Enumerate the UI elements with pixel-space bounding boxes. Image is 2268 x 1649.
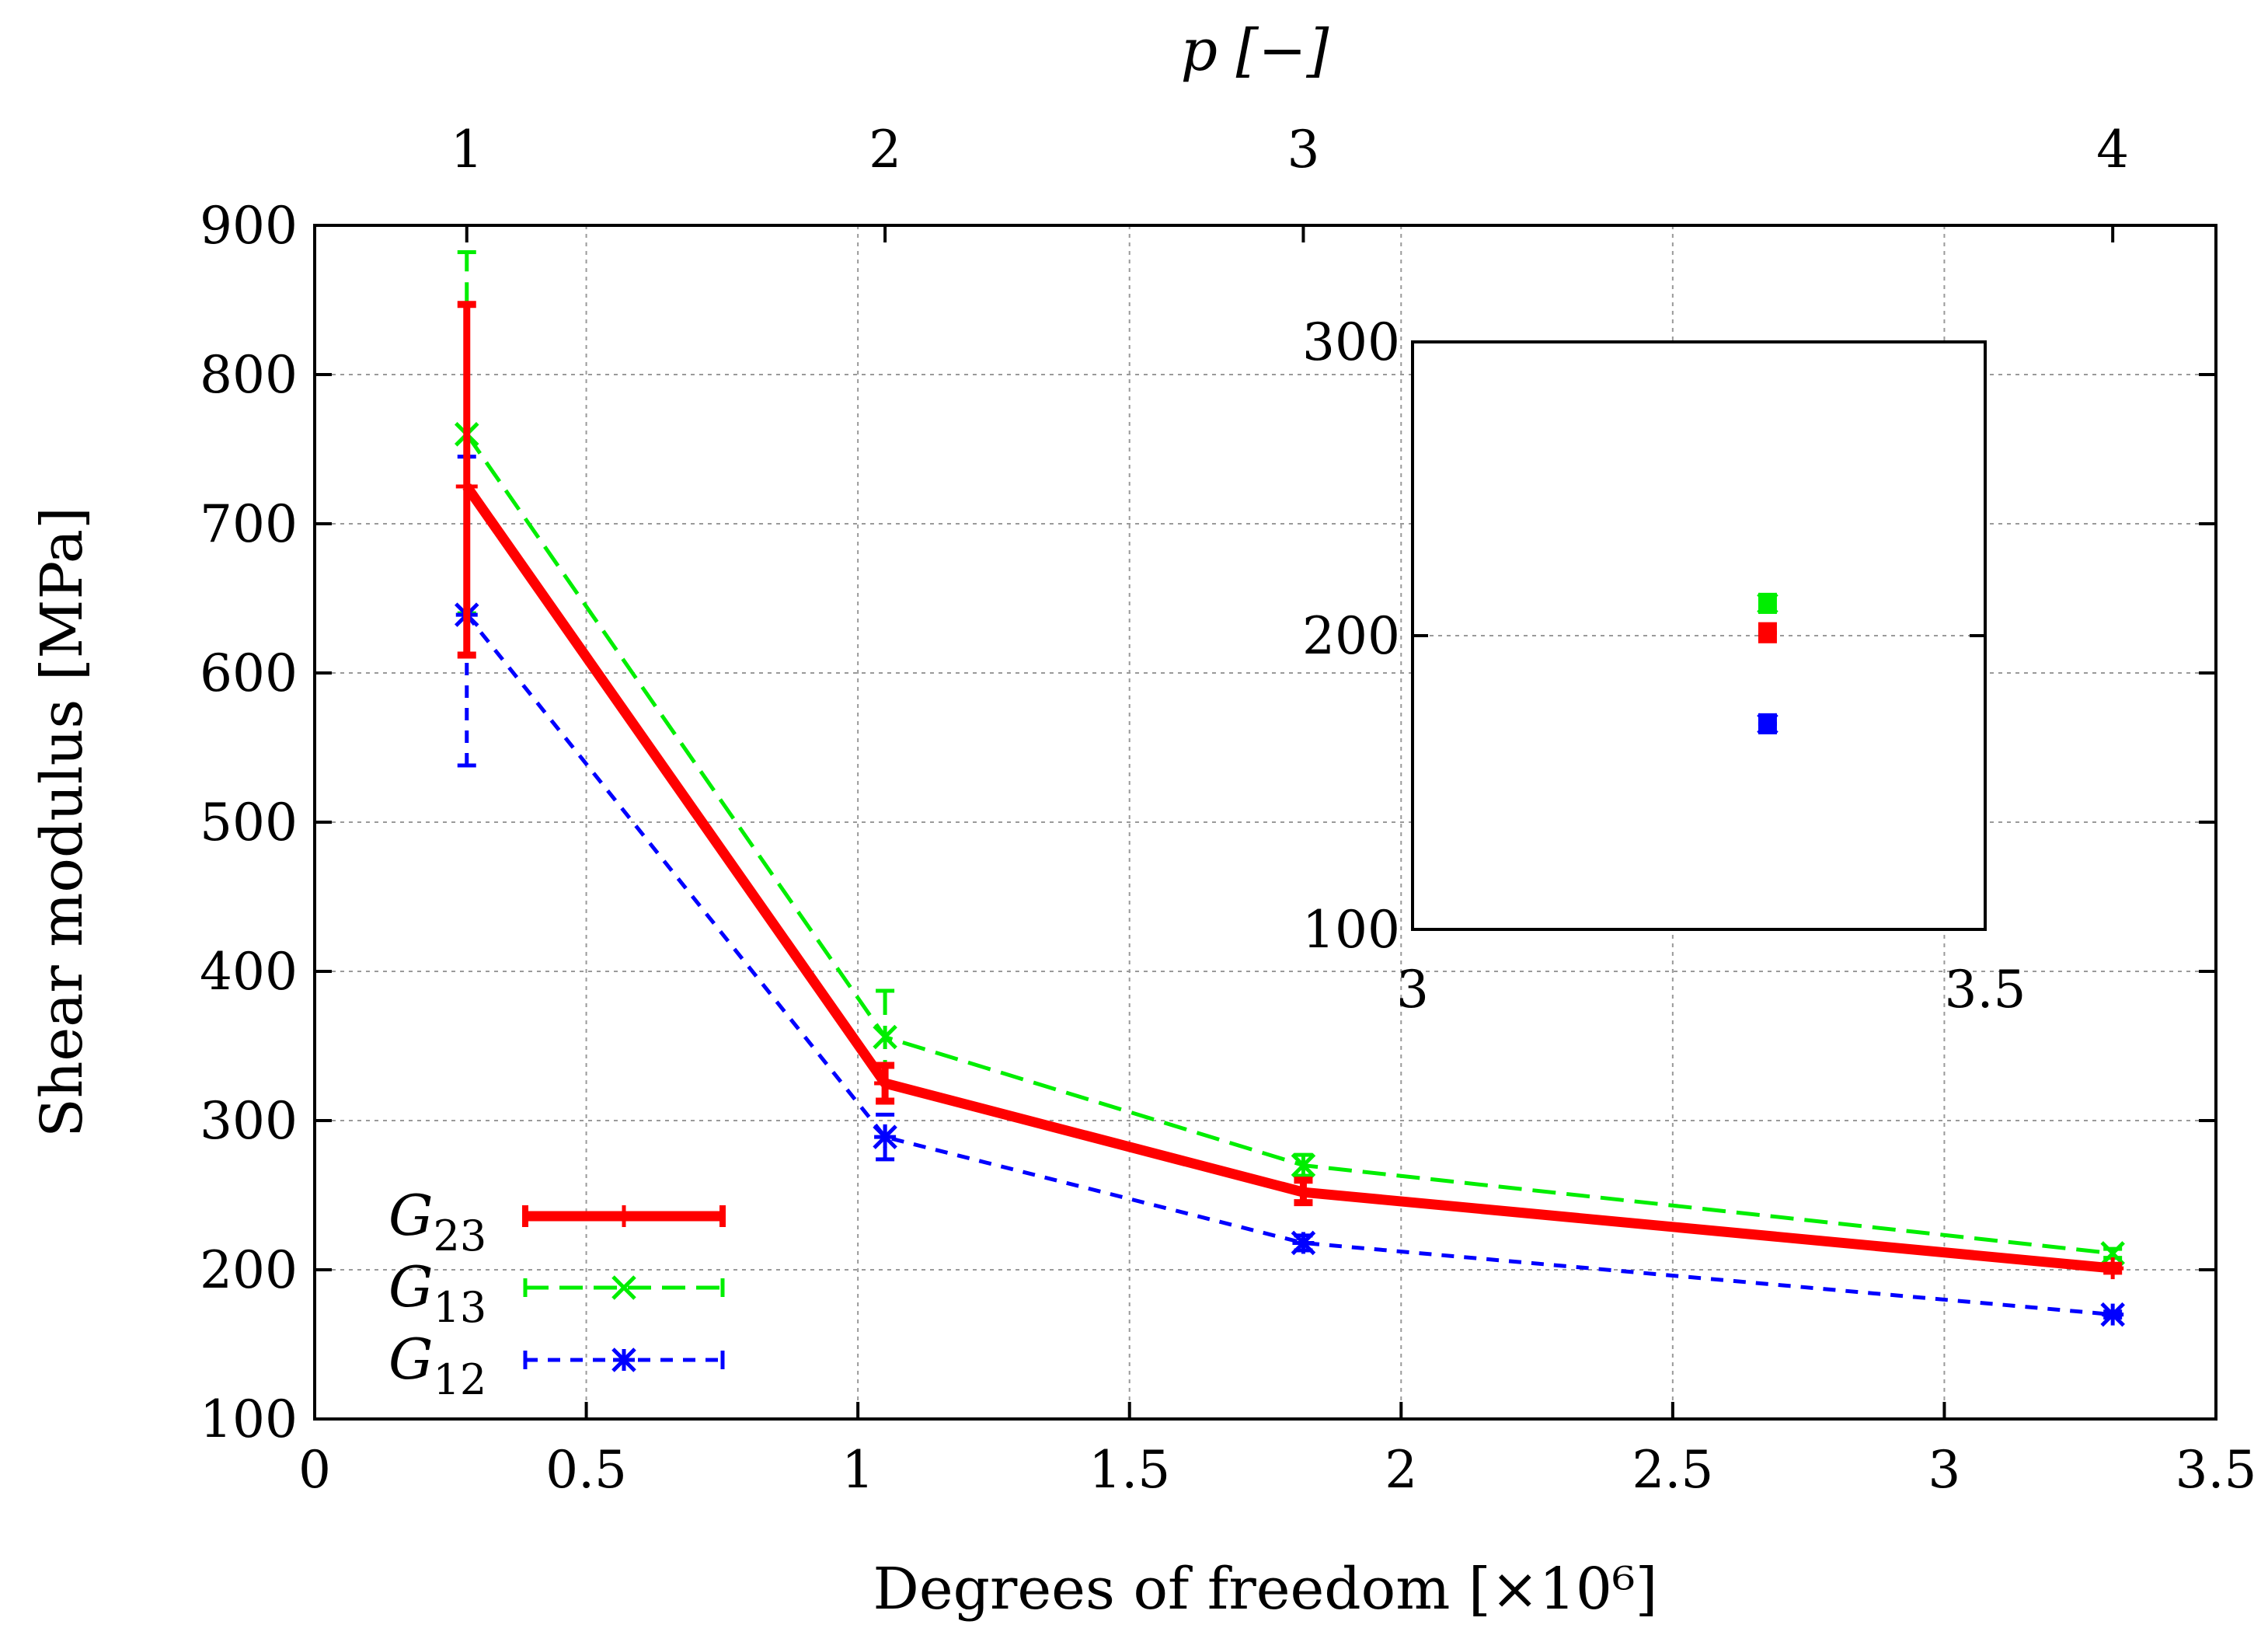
y-tick-label: 300 [200, 1091, 298, 1151]
x-tick-label: 0 [298, 1440, 331, 1500]
top-tick-label: 3 [1287, 120, 1319, 180]
y-tick-label: 500 [200, 793, 298, 852]
point-marker [455, 476, 478, 497]
inset-frame [1411, 340, 1987, 931]
legend-entry-G13: G13 [388, 1254, 725, 1332]
y-tick-label: 900 [200, 196, 298, 256]
x-tick-label: 1.5 [1089, 1440, 1170, 1500]
x-tick-label: 3 [1928, 1440, 1960, 1500]
inset-plot: 100 200 300 3 3.5 [1302, 312, 2026, 1020]
point-marker [2100, 1241, 2125, 1266]
legend-label: G12 [388, 1327, 486, 1404]
point-marker [873, 1124, 897, 1149]
y-tick-label: 400 [200, 942, 298, 1002]
point-marker [1758, 623, 1777, 643]
point-marker [1292, 1181, 1315, 1204]
point-marker [1291, 1230, 1316, 1256]
series-line-G13 [465, 433, 2113, 1256]
top-tick-label: 1 [451, 120, 483, 180]
x-tick-label: 3.5 [2176, 1440, 2257, 1500]
y-tick-label: 800 [200, 345, 298, 405]
y-tick-label: 200 [200, 1240, 298, 1300]
legend-label: G23 [388, 1183, 486, 1260]
point-marker [611, 1275, 636, 1300]
top-axis-title: p [−] [1181, 17, 1329, 84]
y-tick-label: 700 [200, 494, 298, 554]
point-marker [2100, 1302, 2125, 1327]
plot-frame [313, 224, 2217, 1421]
x-tick-label: 1 [841, 1440, 874, 1500]
point-marker [874, 1072, 897, 1094]
series-G23 [455, 301, 2124, 1280]
series-line-G12 [465, 613, 2113, 1317]
top-tick-label: 2 [869, 120, 901, 180]
inset-y-tick-label: 100 [1302, 900, 1400, 960]
top-tick-label: 4 [2096, 120, 2129, 180]
y-tick-label: 100 [200, 1389, 298, 1449]
x-tick-label: 0.5 [545, 1440, 627, 1500]
y-tick-label: 600 [200, 643, 298, 703]
point-marker [1757, 713, 1779, 735]
x-tick-label: 2 [1385, 1440, 1417, 1500]
inset-y-tick-label: 200 [1302, 606, 1400, 666]
point-marker [613, 1205, 635, 1227]
inset-x-tick-label: 3 [1396, 960, 1429, 1020]
y-axis-title: Shear modulus [MPa] [29, 507, 96, 1138]
series-layer [454, 250, 2125, 1327]
legend-entry-G23: G23 [388, 1183, 726, 1260]
point-marker [1757, 592, 1779, 615]
legend-entry-G12: G12 [388, 1327, 725, 1404]
series-line-G23 [462, 483, 2113, 1274]
axis-labels: Degrees of freedom [×10⁶] Shear modulus … [29, 17, 1657, 1623]
inset-y-tick-label: 300 [1302, 312, 1400, 372]
x-axis-title: Degrees of freedom [×10⁶] [873, 1556, 1658, 1623]
tick-layer: 0 0.5 1 1.5 2 2.5 3 3.5 100 200 300 400 500 600 700 800… [200, 120, 2256, 1500]
inset-point-G12 [1757, 713, 1779, 735]
inset-point-G13 [1757, 592, 1779, 615]
point-marker [2102, 1257, 2124, 1280]
point-marker [1291, 1152, 1316, 1178]
inset-x-tick-label: 3.5 [1945, 960, 2026, 1020]
x-tick-label: 2.5 [1632, 1440, 1713, 1500]
point-marker [611, 1347, 636, 1372]
inset-point-G23 [1758, 622, 1777, 643]
legend-label: G13 [388, 1254, 486, 1332]
error-bar-G12 [876, 1112, 895, 1162]
point-marker [873, 1024, 897, 1050]
